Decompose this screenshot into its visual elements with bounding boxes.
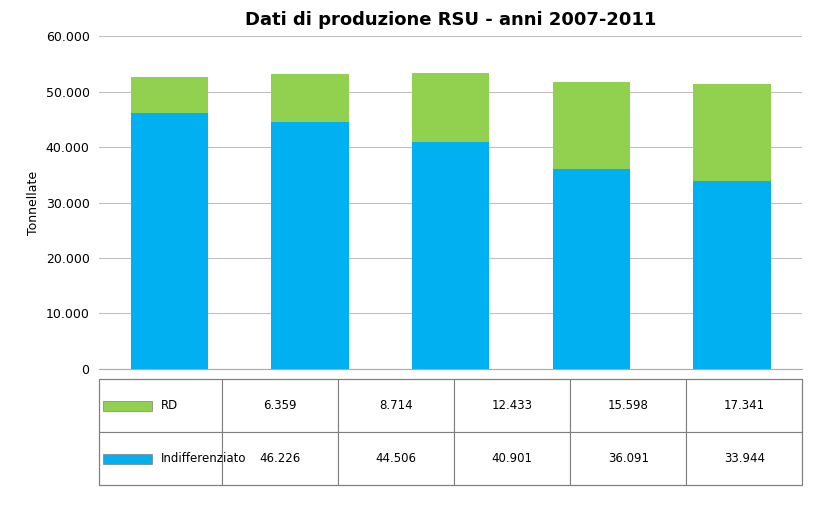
Text: 12.433: 12.433 [492,399,533,412]
Title: Dati di produzione RSU - anni 2007-2011: Dati di produzione RSU - anni 2007-2011 [245,11,657,29]
Bar [271,122,349,369]
Bar [222,379,338,432]
Bar [570,432,686,486]
Bar [693,181,771,369]
Text: 8.714: 8.714 [380,399,413,412]
Text: 36.091: 36.091 [608,453,648,465]
Text: 17.341: 17.341 [724,399,765,412]
Bar [686,432,802,486]
Bar [552,82,630,169]
Text: RD: RD [160,399,178,412]
Bar [412,73,490,142]
Text: 15.598: 15.598 [608,399,648,412]
Bar [686,379,802,432]
Bar [222,432,338,486]
Y-axis label: Tonnellate: Tonnellate [27,170,40,235]
Bar [338,432,454,486]
Bar [570,379,686,432]
Bar [412,142,490,369]
Bar [454,379,570,432]
Bar [271,74,349,122]
Text: 33.944: 33.944 [724,453,765,465]
Bar [103,401,152,411]
Bar [99,379,802,486]
Text: 46.226: 46.226 [260,453,301,465]
Bar [131,112,208,369]
Bar [693,85,771,181]
Bar [131,77,208,112]
Bar [454,432,570,486]
Bar [552,169,630,369]
Text: 6.359: 6.359 [264,399,297,412]
Text: Indifferenziato: Indifferenziato [160,453,246,465]
Bar [103,454,152,464]
Text: 40.901: 40.901 [492,453,533,465]
Text: 44.506: 44.506 [375,453,417,465]
Bar [338,379,454,432]
Bar [99,432,222,486]
Bar [99,379,222,432]
